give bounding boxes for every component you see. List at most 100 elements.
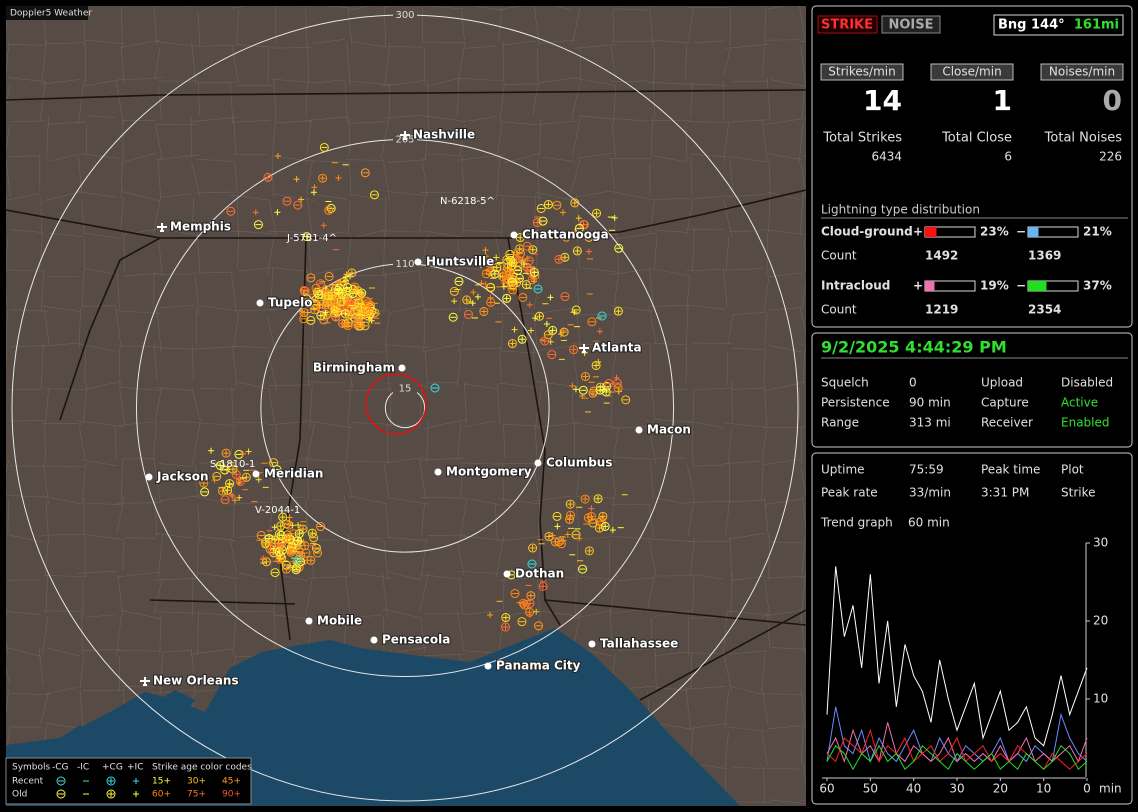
county-line (158, 80, 197, 120)
strike-symbol (540, 336, 550, 346)
strike-symbol (528, 543, 538, 553)
strike-button-label[interactable]: STRIKE (821, 18, 873, 33)
strike-button[interactable] (817, 15, 878, 34)
county-line (687, 464, 726, 496)
strike-symbol (501, 622, 511, 632)
county-line (42, 495, 81, 541)
county-line (575, 536, 613, 576)
strike-symbol (236, 494, 243, 501)
y-tick-label: 10 (1093, 692, 1108, 706)
noise-button[interactable] (881, 15, 941, 34)
strike-symbol (356, 302, 366, 312)
county-line (305, 79, 346, 117)
county-line (116, 571, 161, 616)
strike-symbol (208, 447, 215, 454)
stat: 33/min (909, 486, 951, 500)
strike-ring (584, 232, 594, 242)
strike-symbol (282, 196, 292, 206)
strike-ring (578, 385, 588, 395)
stat: Plot (1061, 463, 1084, 477)
strike-ring (533, 284, 543, 294)
strike-symbol (578, 385, 588, 395)
strike-symbol (600, 521, 610, 531)
strike-ring (225, 479, 235, 489)
strike-symbol (228, 491, 235, 498)
strike-ring (570, 198, 580, 208)
trend-line (826, 566, 1088, 747)
county-line (305, 499, 344, 534)
strike-symbol (211, 477, 218, 484)
county-line (571, 115, 618, 158)
legend-icon (133, 778, 139, 784)
county-line (346, 40, 388, 87)
county-line (761, 647, 806, 692)
recent-strike (597, 311, 607, 321)
county-line (421, 41, 466, 87)
total-value: 226 (1099, 150, 1122, 164)
strike-symbol (493, 254, 500, 261)
county-line (154, 41, 199, 80)
strike-symbol (482, 253, 489, 260)
city-dot (398, 364, 406, 372)
strike-ring (560, 252, 570, 262)
strike-ring (256, 530, 266, 540)
county-line (191, 495, 234, 542)
strike-ring (501, 622, 511, 632)
strike-ring (507, 277, 517, 287)
trend-span: 60 min (908, 516, 950, 530)
strike-symbol (490, 263, 497, 270)
strike-symbol (331, 288, 338, 295)
strike-ring (584, 546, 594, 556)
county-line (154, 386, 193, 424)
county-line (418, 571, 463, 614)
county-line (420, 230, 464, 268)
strike-ring (356, 302, 366, 312)
strike-symbol (286, 547, 293, 554)
county-line (685, 496, 733, 537)
strike-ring (532, 218, 542, 228)
strike-symbol (319, 315, 329, 325)
county-line (762, 229, 806, 276)
strike-ring (554, 254, 564, 264)
county-line (120, 6, 123, 47)
strike-symbol (506, 261, 516, 271)
county-line (383, 457, 426, 496)
strike-symbol (370, 308, 380, 318)
strike-ring (293, 555, 303, 565)
strike-symbol (586, 511, 596, 521)
sign: + (913, 279, 923, 293)
strike-ring (588, 518, 598, 528)
strike-symbol (561, 232, 571, 242)
county-line (725, 499, 767, 537)
noise-button-label[interactable]: NOISE (888, 18, 933, 33)
strike-symbol (295, 542, 302, 549)
strike-symbol (596, 328, 603, 335)
county-line (800, 614, 806, 654)
x-tick-label: 60 (819, 782, 834, 796)
county-line (191, 158, 234, 196)
strike-symbol (335, 174, 342, 181)
county-line (154, 577, 198, 613)
strike-symbol (226, 206, 236, 216)
county-line (40, 686, 79, 725)
total-value: 6 (1004, 150, 1012, 164)
county-line (502, 40, 537, 82)
airport-icon (157, 223, 167, 232)
county-line (537, 39, 575, 81)
strike-ring (275, 554, 285, 564)
clock: 9/2/2025 4:44:29 PM (821, 338, 1007, 357)
county-line (801, 344, 806, 383)
strike-ring (521, 280, 531, 290)
county-line (420, 534, 466, 579)
county-line (424, 419, 467, 463)
county-line (154, 6, 192, 46)
strike-ring (479, 307, 489, 317)
strike-symbol (609, 527, 616, 534)
county-line (6, 155, 41, 197)
county-line (84, 39, 125, 85)
county-line (116, 269, 159, 310)
strike-ring (552, 511, 562, 521)
county-line (83, 497, 123, 537)
strike-symbol (451, 298, 458, 305)
y-tick-label: 30 (1093, 536, 1108, 550)
